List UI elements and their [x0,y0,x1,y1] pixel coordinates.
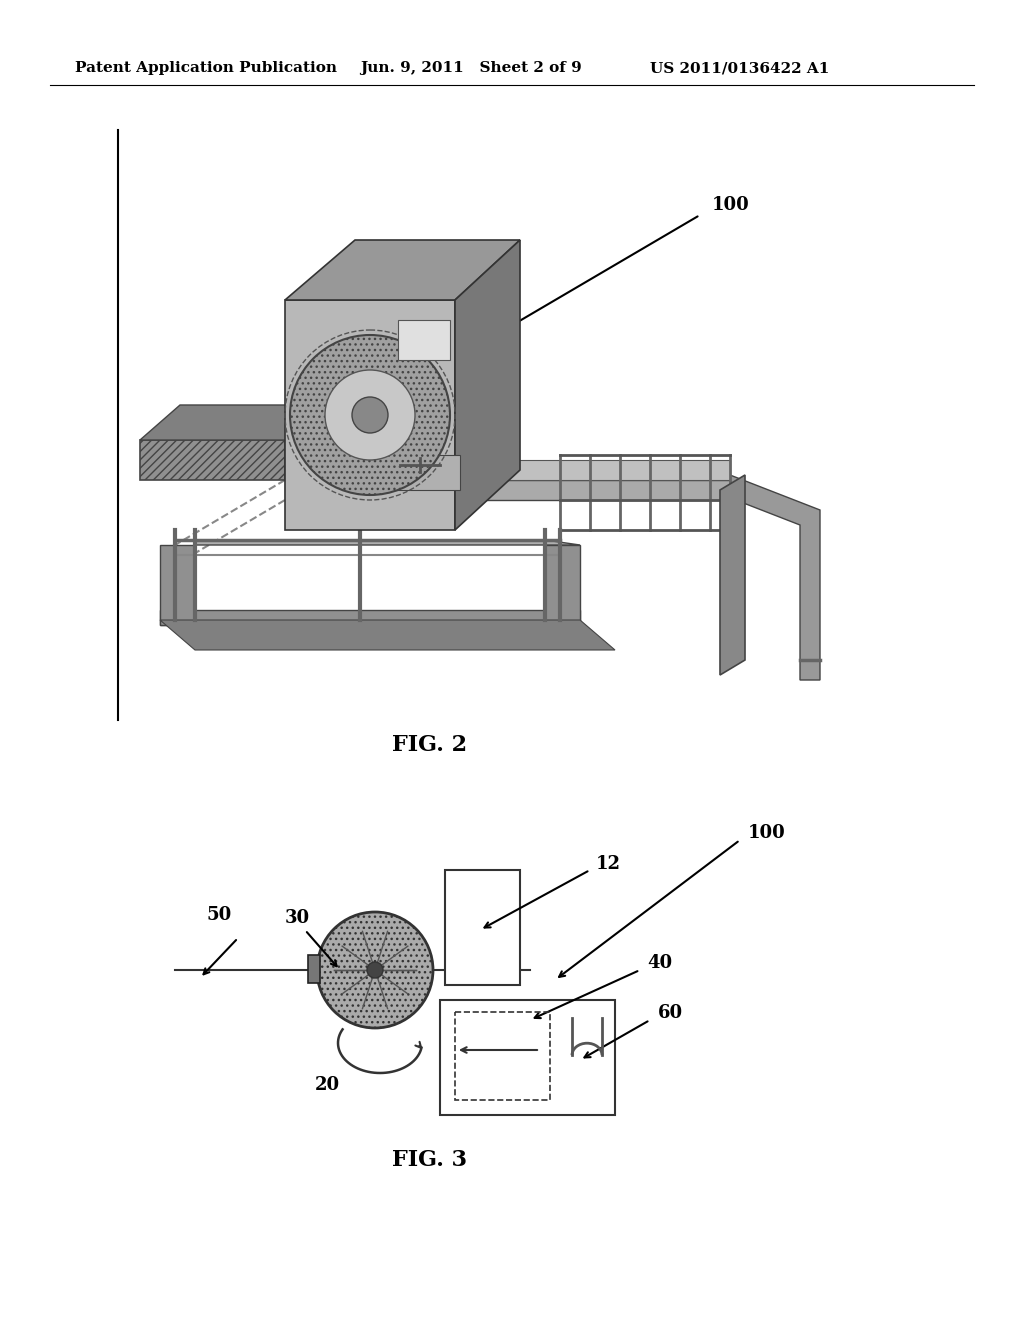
Polygon shape [140,405,319,440]
Polygon shape [195,540,580,545]
Text: Patent Application Publication: Patent Application Publication [75,61,337,75]
Text: 20: 20 [315,1076,340,1094]
FancyBboxPatch shape [440,1001,615,1115]
FancyBboxPatch shape [308,954,319,983]
Text: Jun. 9, 2011   Sheet 2 of 9: Jun. 9, 2011 Sheet 2 of 9 [360,61,582,75]
Text: 100: 100 [712,195,750,214]
FancyBboxPatch shape [445,870,520,985]
Circle shape [290,335,450,495]
Text: 12: 12 [596,855,621,873]
Circle shape [352,397,388,433]
Text: 40: 40 [647,954,672,972]
Polygon shape [398,319,450,360]
Polygon shape [545,545,580,624]
Polygon shape [285,300,455,531]
Text: 50: 50 [207,906,232,924]
Polygon shape [160,620,615,649]
Circle shape [367,962,383,978]
Polygon shape [720,475,745,675]
Circle shape [317,912,433,1028]
Polygon shape [710,475,820,680]
Circle shape [325,370,415,459]
Polygon shape [285,240,520,300]
Polygon shape [160,610,580,624]
Polygon shape [285,480,730,500]
Text: 30: 30 [285,909,310,927]
Polygon shape [380,455,460,490]
Polygon shape [140,440,285,480]
Text: US 2011/0136422 A1: US 2011/0136422 A1 [650,61,829,75]
Polygon shape [285,459,730,480]
Text: FIG. 2: FIG. 2 [392,734,468,756]
Polygon shape [455,240,520,531]
Text: 100: 100 [748,824,785,842]
Text: FIG. 3: FIG. 3 [392,1148,468,1171]
Text: 60: 60 [658,1005,683,1022]
Polygon shape [160,545,195,624]
